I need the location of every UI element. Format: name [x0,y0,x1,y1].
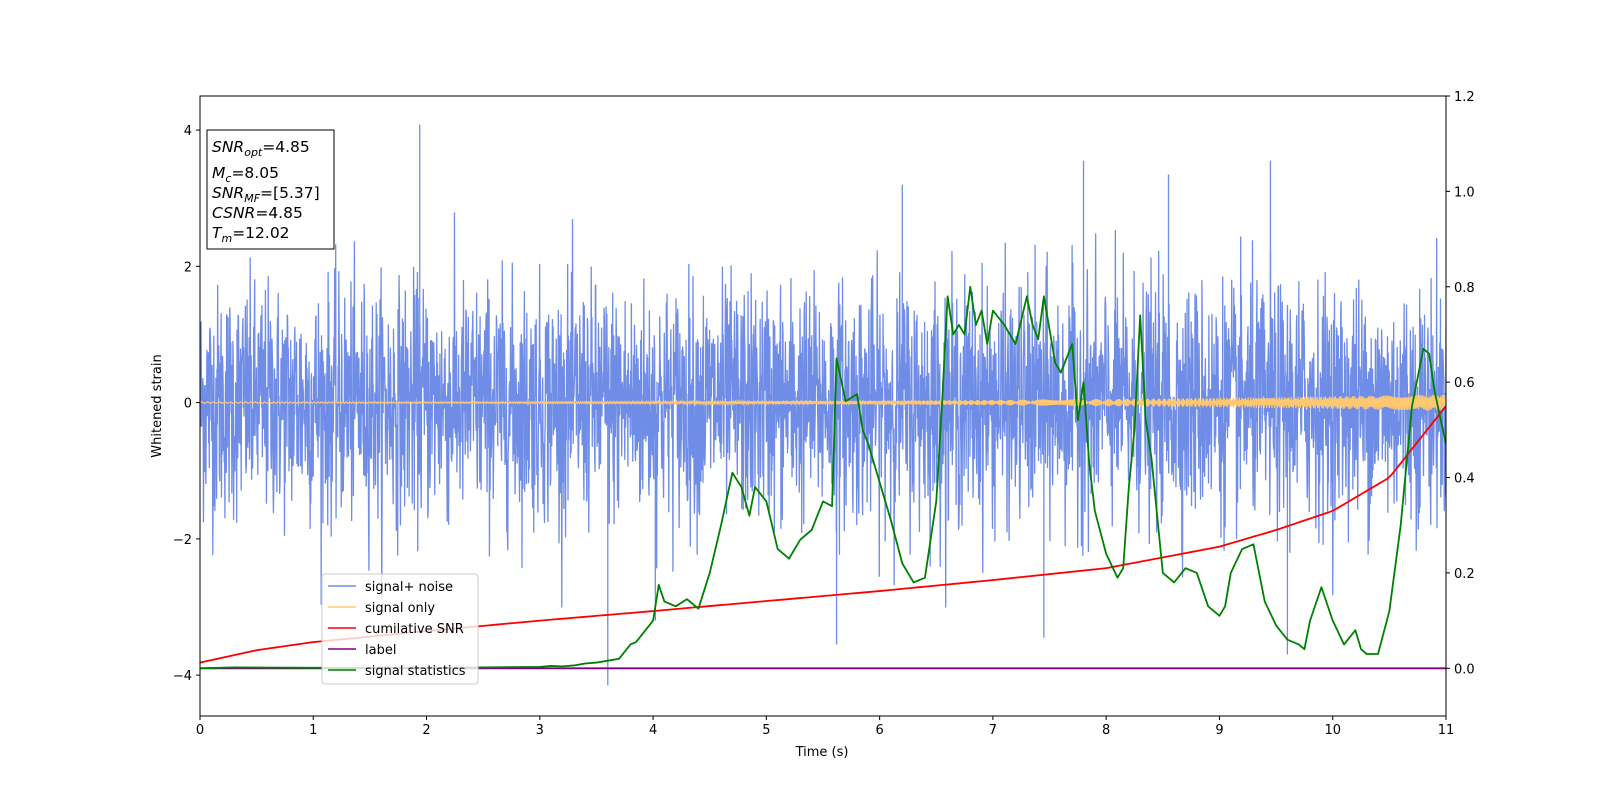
info-tm-symbol: T [212,224,223,242]
signal-statistics-series [200,285,1446,670]
y-right-tick-label: 1.2 [1454,90,1475,105]
info-tm-value: =12.02 [232,224,289,242]
x-tick-label: 5 [762,723,770,738]
y-axis-left: −4 −2 0 2 4 [173,124,200,684]
y-left-tick-label: −4 [173,669,192,684]
x-tick-label: 4 [649,723,657,738]
info-snr-mf-sub: MF [244,192,260,205]
signal-only-series [200,394,1446,411]
info-snr-opt-sub: opt [244,146,263,159]
y-right-tick-label: 0.4 [1454,472,1475,487]
signal-noise-series [200,124,1446,686]
legend-item-signal-noise: signal+ noise [328,580,453,595]
info-csnr-value: =4.85 [255,204,303,222]
plot-area-frame [199,95,1447,717]
y-right-tick-label: 1.0 [1454,185,1475,200]
info-mc-sub: c [225,172,231,185]
legend-item-cumulative-snr: cumilative SNR [328,622,464,637]
info-csnr-symbol: CSNR [212,204,255,222]
info-csnr: CSNR=4.85 [212,204,303,222]
info-mc-value: =8.05 [231,164,279,182]
y-right-tick-label: 0.2 [1454,567,1475,582]
y-axis-title: Whitened strain [150,354,165,457]
info-snr-mf-symbol: SNR [212,184,244,202]
x-tick-label: 1 [309,723,317,738]
x-tick-label: 6 [875,723,883,738]
x-tick-label: 7 [989,723,997,738]
legend-label-signal-noise: signal+ noise [365,580,453,595]
y-left-tick-label: −2 [173,533,192,548]
legend-label-signal-only: signal only [365,601,435,616]
y-left-tick-label: 0 [184,397,192,412]
y-axis-right: 0.0 0.2 0.4 0.6 0.8 1.0 1.2 [1446,90,1475,677]
x-tick-label: 8 [1102,723,1110,738]
legend-label-cumulative-snr: cumilative SNR [365,622,464,637]
legend: signal+ noise signal only cumilative SNR… [321,573,479,685]
x-axis-title: Time (s) [795,745,849,760]
y-left-tick-label: 4 [184,124,192,139]
info-tm: Tm=12.02 [212,224,290,245]
signal-statistics-line [200,285,1446,670]
info-mc: Mc=8.05 [212,164,279,185]
x-tick-label: 0 [196,723,204,738]
y-right-tick-label: 0.6 [1454,376,1475,391]
legend-item-signal-statistics: signal statistics [328,664,466,679]
info-snr-opt-value: =4.85 [262,138,310,156]
legend-frame [321,573,479,685]
y-right-tick-label: 0.0 [1454,662,1475,677]
legend-label-label: label [365,643,396,658]
x-tick-label: 10 [1324,723,1341,738]
info-box-frame [206,129,335,250]
info-box: SNRopt=4.85 Mc=8.05 SNRMF=[5.37] CSNR=4.… [206,129,335,250]
info-snr-mf-value: =[5.37] [260,184,320,202]
y-left-tick-label: 2 [184,260,192,275]
legend-item-signal-only: signal only [328,601,435,616]
y-right-tick-label: 0.8 [1454,281,1475,296]
info-snr-mf: SNRMF=[5.37] [212,184,320,205]
x-tick-label: 2 [422,723,430,738]
legend-item-label: label [328,643,396,658]
x-axis: 0 1 2 3 4 5 6 7 8 9 10 11 [196,716,1454,738]
x-tick-label: 11 [1438,723,1455,738]
legend-label-signal-statistics: signal statistics [365,664,466,679]
info-mc-symbol: M [212,164,225,182]
x-tick-label: 3 [536,723,544,738]
x-tick-label: 9 [1215,723,1223,738]
signal-only-line [200,394,1446,411]
info-snr-opt-symbol: SNR [212,138,244,156]
info-tm-sub: m [221,232,232,245]
info-snr-opt: SNRopt=4.85 [212,138,310,159]
signal-noise-line [200,212,1446,608]
